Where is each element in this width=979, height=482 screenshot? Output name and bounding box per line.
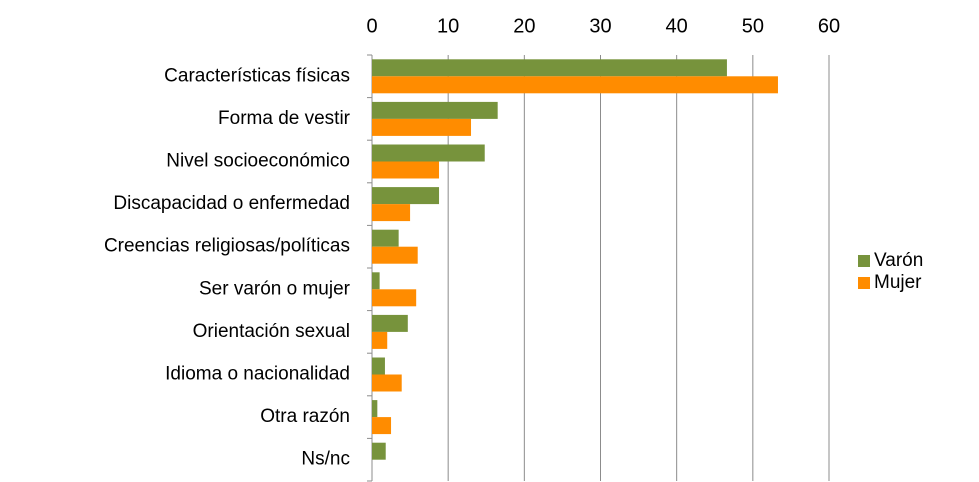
y-tick-label: Creencias religiosas/políticas <box>104 236 350 257</box>
bar <box>372 144 485 162</box>
legend-label: Varón <box>874 250 923 271</box>
bar <box>372 374 402 392</box>
bar <box>372 272 380 290</box>
x-tick-label: 10 <box>437 15 459 37</box>
bar <box>372 331 388 349</box>
legend-swatch <box>858 255 870 267</box>
legend-label: Mujer <box>874 272 922 293</box>
x-tick-label: 30 <box>589 15 611 37</box>
bar <box>372 417 392 435</box>
y-tick-label: Ns/nc <box>301 449 350 470</box>
bar <box>372 314 408 332</box>
bar <box>372 187 440 205</box>
bar <box>372 161 440 179</box>
bar <box>372 400 378 418</box>
bar <box>372 101 498 119</box>
legend-swatch <box>858 277 870 289</box>
y-tick-label: Ser varón o mujer <box>199 278 351 299</box>
x-tick-label: 50 <box>742 15 764 37</box>
y-tick-label: Forma de vestir <box>218 108 351 129</box>
bar <box>372 229 399 247</box>
y-tick-label: Otra razón <box>260 406 350 427</box>
x-tick-label: 40 <box>666 15 688 37</box>
bar <box>372 357 385 375</box>
bar <box>372 204 411 222</box>
bar <box>372 442 386 460</box>
bar <box>372 246 418 264</box>
x-tick-label: 0 <box>366 15 377 37</box>
bar <box>372 59 727 77</box>
bar <box>372 76 778 94</box>
y-tick-label: Nivel socioeconómico <box>166 151 350 172</box>
x-tick-label: 20 <box>513 15 535 37</box>
bar <box>372 118 472 136</box>
x-tick-label: 60 <box>818 15 840 37</box>
y-tick-label: Discapacidad o enfermedad <box>113 193 350 214</box>
bar <box>372 289 417 307</box>
y-tick-label: Idioma o nacionalidad <box>165 364 350 385</box>
y-tick-label: Orientación sexual <box>193 321 350 342</box>
y-tick-label: Características físicas <box>164 65 350 86</box>
